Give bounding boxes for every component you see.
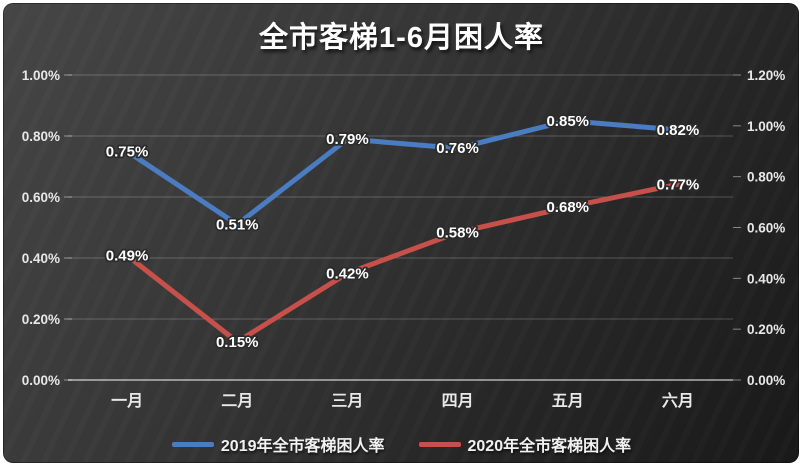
right-axis-tick-label: 1.20% — [747, 68, 785, 83]
left-axis-tick-label: 1.00% — [22, 68, 60, 83]
right-axis-tick-label: 0.00% — [747, 373, 785, 388]
left-axis-tick-label: 0.40% — [22, 251, 60, 266]
left-axis-tick-label: 0.00% — [22, 373, 60, 388]
right-axis-tick-label: 0.40% — [747, 271, 785, 286]
data-label: 0.68% — [546, 199, 589, 216]
data-label: 0.51% — [216, 216, 259, 233]
data-label: 0.49% — [106, 247, 149, 264]
x-axis-category-label: 一月 — [111, 392, 143, 410]
legend-label-2019: 2019年全市客梯困人率 — [220, 438, 385, 455]
chart-title: 全市客梯1-6月困人率 — [259, 22, 544, 54]
left-axis-tick-label: 0.20% — [22, 312, 60, 327]
data-label: 0.58% — [436, 225, 479, 242]
x-axis-category-label: 二月 — [221, 392, 253, 410]
left-axis-tick-label: 0.80% — [22, 129, 60, 144]
data-label: 0.77% — [657, 176, 700, 193]
legend-swatch-2019 — [171, 441, 214, 447]
x-axis-category-label: 三月 — [331, 392, 363, 410]
legend-item-2019: 2019年全市客梯困人率 — [171, 432, 385, 456]
chart-legend: 2019年全市客梯困人率 2020年全市客梯困人率 — [0, 432, 803, 456]
series-line-2020 — [124, 181, 681, 345]
left-axis-tick-label: 0.60% — [22, 190, 60, 205]
x-axis-category-label: 六月 — [662, 391, 694, 410]
data-label: 0.42% — [326, 265, 369, 282]
data-label: 0.75% — [106, 143, 149, 160]
right-axis-tick-label: 0.60% — [747, 221, 785, 236]
chart-background — [3, 3, 799, 463]
data-label: 0.85% — [546, 113, 589, 130]
right-axis-tick-label: 0.80% — [747, 170, 785, 185]
data-label: 0.82% — [657, 122, 700, 139]
data-label: 0.15% — [216, 334, 259, 351]
right-axis-tick-label: 1.00% — [747, 119, 785, 134]
data-label: 0.79% — [326, 131, 369, 148]
right-axis-tick-label: 0.20% — [747, 322, 785, 337]
series-line-2019 — [124, 118, 681, 227]
data-label: 0.76% — [436, 140, 479, 157]
x-axis-category-label: 四月 — [442, 392, 474, 410]
legend-label-2020: 2020年全市客梯困人率 — [467, 438, 632, 455]
x-axis-category-label: 五月 — [552, 392, 584, 410]
legend-swatch-2020 — [418, 441, 461, 447]
legend-item-2020: 2020年全市客梯困人率 — [418, 432, 632, 456]
